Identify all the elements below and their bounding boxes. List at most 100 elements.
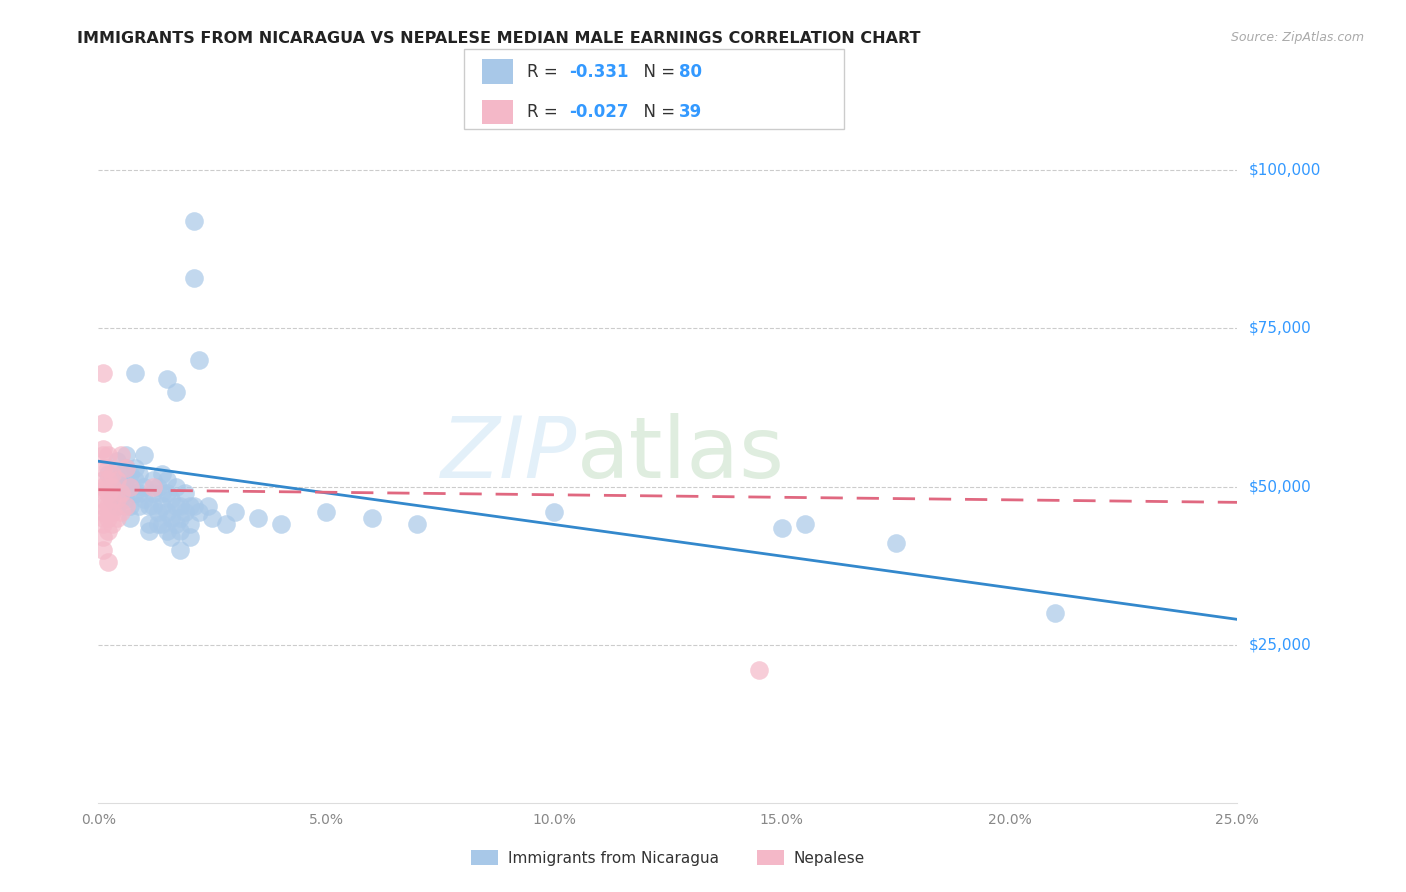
Point — [91, 517, 114, 532]
Point — [142, 499, 165, 513]
Point — [124, 460, 146, 475]
Text: N =: N = — [633, 103, 681, 120]
Point — [120, 499, 142, 513]
Point — [169, 511, 191, 525]
Point — [165, 479, 187, 493]
Point — [96, 556, 118, 570]
Point — [132, 448, 155, 462]
Point — [165, 517, 187, 532]
Point — [110, 486, 132, 500]
Point — [793, 517, 815, 532]
Point — [183, 270, 205, 285]
Point — [179, 499, 201, 513]
Point — [124, 486, 146, 500]
Point — [91, 473, 114, 487]
Point — [91, 442, 114, 456]
Text: N =: N = — [633, 62, 681, 80]
Point — [142, 486, 165, 500]
Point — [156, 372, 179, 386]
Text: $50,000: $50,000 — [1249, 479, 1312, 494]
Point — [187, 353, 209, 368]
Point — [138, 524, 160, 538]
Point — [160, 511, 183, 525]
Point — [146, 479, 169, 493]
Point — [120, 479, 142, 493]
Point — [120, 467, 142, 481]
Point — [406, 517, 429, 532]
Point — [101, 505, 124, 519]
Point — [224, 505, 246, 519]
Point — [101, 492, 124, 507]
Point — [96, 499, 118, 513]
Point — [114, 448, 136, 462]
Point — [114, 460, 136, 475]
Text: $25,000: $25,000 — [1249, 637, 1312, 652]
Point — [169, 542, 191, 557]
Point — [91, 479, 114, 493]
Point — [114, 479, 136, 493]
Point — [128, 499, 150, 513]
Point — [120, 511, 142, 525]
Point — [114, 460, 136, 475]
Point — [165, 499, 187, 513]
Point — [132, 492, 155, 507]
Point — [91, 460, 114, 475]
Text: R =: R = — [527, 62, 564, 80]
Text: $75,000: $75,000 — [1249, 321, 1312, 336]
Text: atlas: atlas — [576, 413, 785, 497]
Point — [96, 524, 118, 538]
Point — [142, 473, 165, 487]
Point — [174, 486, 197, 500]
Point — [165, 384, 187, 399]
Point — [96, 511, 118, 525]
Text: 80: 80 — [679, 62, 702, 80]
Point — [91, 511, 114, 525]
Legend: Immigrants from Nicaragua, Nepalese: Immigrants from Nicaragua, Nepalese — [465, 844, 870, 871]
Text: R =: R = — [527, 103, 564, 120]
Point — [150, 467, 173, 481]
Point — [246, 511, 269, 525]
Point — [160, 530, 183, 544]
Point — [105, 454, 128, 468]
Point — [91, 417, 114, 431]
Point — [91, 499, 114, 513]
Point — [101, 467, 124, 481]
Point — [132, 479, 155, 493]
Point — [96, 467, 118, 481]
Point — [128, 486, 150, 500]
Point — [315, 505, 337, 519]
Text: IMMIGRANTS FROM NICARAGUA VS NEPALESE MEDIAN MALE EARNINGS CORRELATION CHART: IMMIGRANTS FROM NICARAGUA VS NEPALESE ME… — [77, 31, 921, 46]
Point — [142, 479, 165, 493]
Point — [110, 505, 132, 519]
Point — [201, 511, 224, 525]
Point — [748, 663, 770, 677]
Point — [543, 505, 565, 519]
Point — [101, 492, 124, 507]
Point — [105, 492, 128, 507]
Point — [150, 486, 173, 500]
Point — [91, 542, 114, 557]
Point — [884, 536, 907, 550]
Point — [174, 505, 197, 519]
Point — [91, 505, 114, 519]
Point — [101, 517, 124, 532]
Point — [156, 505, 179, 519]
Point — [128, 467, 150, 481]
Point — [770, 521, 793, 535]
Point — [1043, 606, 1066, 620]
Point — [105, 511, 128, 525]
Text: $100,000: $100,000 — [1249, 163, 1320, 178]
Point — [169, 524, 191, 538]
Point — [150, 517, 173, 532]
Point — [91, 492, 114, 507]
Point — [270, 517, 292, 532]
Point — [179, 517, 201, 532]
Text: -0.331: -0.331 — [569, 62, 628, 80]
Point — [120, 479, 142, 493]
Text: Source: ZipAtlas.com: Source: ZipAtlas.com — [1230, 31, 1364, 45]
Point — [110, 448, 132, 462]
Point — [105, 473, 128, 487]
Point — [156, 524, 179, 538]
Text: -0.027: -0.027 — [569, 103, 628, 120]
Point — [96, 486, 118, 500]
